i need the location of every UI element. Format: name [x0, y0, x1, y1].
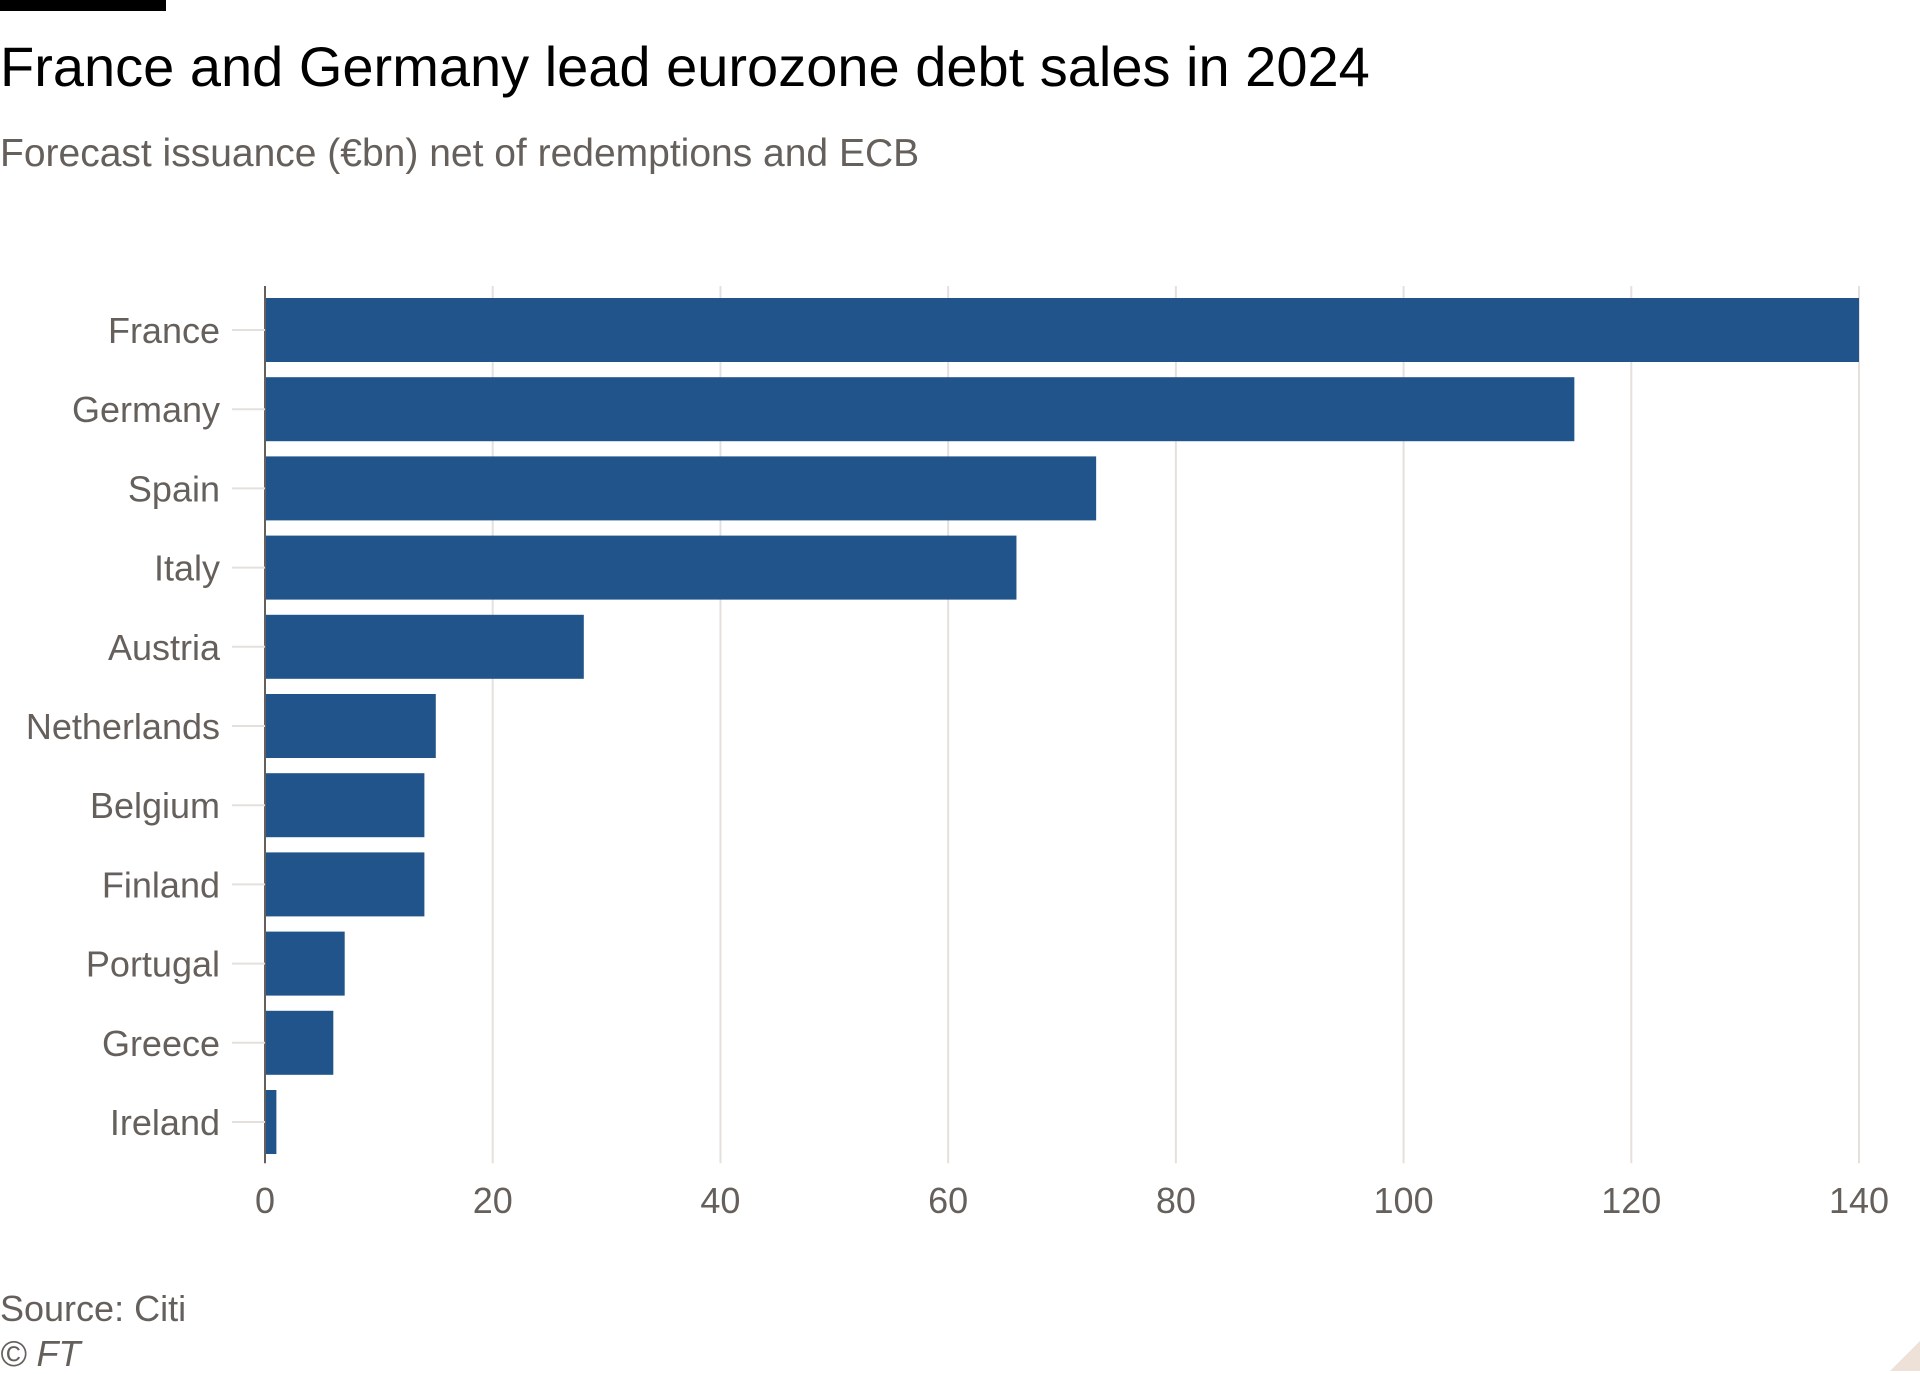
- bar-netherlands: [266, 694, 436, 758]
- bars: [266, 298, 1859, 1154]
- corner-fold-icon: [1890, 1341, 1920, 1371]
- bar-finland: [266, 852, 425, 917]
- category-label: Greece: [102, 1023, 220, 1064]
- category-label: Netherlands: [26, 706, 220, 747]
- chart-title: France and Germany lead eurozone debt sa…: [0, 35, 1370, 98]
- chart-subtitle: Forecast issuance (€bn) net of redemptio…: [0, 132, 920, 175]
- category-label: Germany: [72, 389, 220, 430]
- bar-austria: [266, 614, 584, 679]
- category-label: Austria: [108, 627, 221, 668]
- bar-greece: [266, 1010, 334, 1075]
- x-tick-label: 40: [700, 1180, 740, 1221]
- source-note: Source: Citi: [0, 1288, 187, 1329]
- x-tick-label: 80: [1156, 1180, 1196, 1221]
- bar-france: [266, 298, 1859, 362]
- bar-ireland: [266, 1090, 277, 1154]
- category-label: Italy: [154, 548, 220, 589]
- category-label: France: [108, 310, 220, 351]
- bar-germany: [266, 377, 1575, 442]
- bar-belgium: [266, 773, 425, 838]
- category-label: Spain: [128, 468, 220, 509]
- x-tick-label: 120: [1601, 1180, 1661, 1221]
- category-label: Finland: [102, 864, 220, 905]
- bar-chart: France Germany Spain Italy Austria Netherland…: [26, 286, 1889, 1221]
- x-tick-label: 20: [473, 1180, 513, 1221]
- bar-italy: [266, 535, 1017, 600]
- copyright-credit: © FT: [0, 1333, 81, 1374]
- x-tick-label: 140: [1829, 1180, 1889, 1221]
- bar-portugal: [266, 931, 345, 996]
- brand-bar: [0, 0, 166, 11]
- x-axis-ticks: 0 20 40 60 80 100 120 140: [255, 1180, 1889, 1221]
- x-tick-label: 0: [255, 1180, 275, 1221]
- category-label: Portugal: [86, 944, 220, 985]
- x-tick-label: 100: [1374, 1180, 1434, 1221]
- category-label: Belgium: [90, 785, 220, 826]
- bar-spain: [266, 456, 1097, 521]
- category-labels: France Germany Spain Italy Austria Netherland…: [26, 310, 265, 1143]
- x-tick-label: 60: [928, 1180, 968, 1221]
- category-label: Ireland: [110, 1102, 220, 1143]
